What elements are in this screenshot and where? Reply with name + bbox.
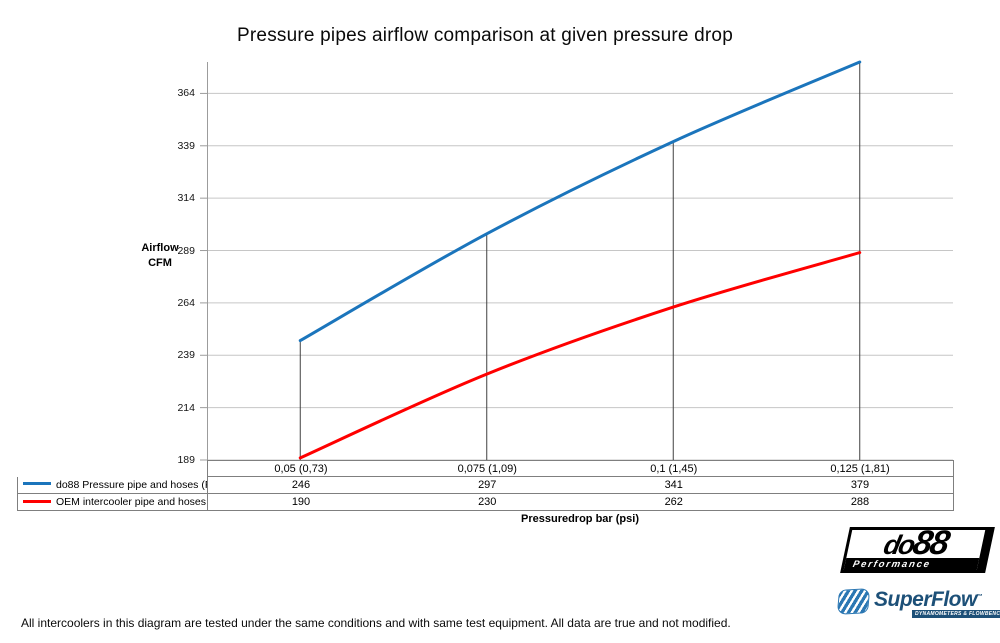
table-value-cell: 230 (394, 493, 581, 511)
y-axis-tick-label: 214 (177, 401, 195, 414)
y-axis-title-line2: CFM (148, 257, 172, 269)
table-value-cell: 297 (394, 476, 581, 494)
do88-logo-88: 88 (909, 524, 952, 562)
legend-series-label: OEM intercooler pipe and hoses (56, 496, 206, 508)
do88-logo-text: do 88 (846, 524, 985, 562)
y-axis-title-line1: Airflow (141, 242, 179, 254)
do88-performance-bar: Performance (843, 557, 980, 571)
table-corner-cell (17, 460, 208, 477)
legend-cell: OEM intercooler pipe and hoses (17, 493, 208, 511)
y-axis-tick-label: 289 (177, 244, 195, 257)
data-table: 0,05 (0,73) 0,075 (1,09) 0,1 (1,45) 0,125 (… (17, 460, 954, 511)
y-axis-tick-label: 264 (177, 296, 195, 309)
series-line (298, 60, 862, 343)
table-value-cell: 190 (207, 493, 394, 511)
y-axis-tick-label: 339 (177, 139, 195, 152)
legend-series-label: do88 Pressure pipe and hoses (PP-03) (56, 478, 207, 491)
do88-logo-do: do (880, 530, 917, 561)
legend-line-marker (23, 499, 51, 503)
do88-logo: do 88 Performance (840, 524, 995, 573)
table-value-cell: 246 (207, 476, 394, 494)
table-value-cell: 341 (580, 476, 767, 494)
legend-cell: do88 Pressure pipe and hoses (PP-03) (17, 476, 208, 494)
superflow-logo-text: SuperFlow™ (874, 587, 1000, 610)
chart-title: Pressure pipes airflow comparison at giv… (237, 25, 733, 46)
superflow-logo-right: SuperFlow™ DYNAMOMETERS & FLOWBENCHES (874, 587, 1000, 618)
series-line (298, 251, 862, 460)
y-axis-title: Airflow CFM (130, 241, 190, 271)
superflow-logo: SuperFlow™ DYNAMOMETERS & FLOWBENCHES (836, 587, 1000, 618)
table-category-cell: 0,125 (1,81) (767, 460, 954, 477)
legend-line-marker (23, 482, 51, 486)
table-category-cell: 0,075 (1,09) (394, 460, 581, 477)
superflow-wordmark: SuperFlow (874, 588, 977, 611)
superflow-tagline: DYNAMOMETERS & FLOWBENCHES (912, 610, 1000, 618)
table-value-cell: 288 (767, 493, 954, 511)
superflow-trademark: ™ (976, 594, 983, 600)
footnote: All intercoolers in this diagram are tes… (21, 616, 731, 630)
y-axis-tick-label: 364 (177, 87, 195, 100)
table-category-cell: 0,1 (1,45) (580, 460, 767, 477)
y-axis-tick-label: 239 (177, 349, 195, 362)
table-value-cell: 262 (580, 493, 767, 511)
table-value-cell: 379 (767, 476, 954, 494)
superflow-wave-icon (836, 588, 871, 615)
y-axis-tick-label: 314 (177, 192, 195, 205)
table-category-cell: 0,05 (0,73) (207, 460, 394, 477)
x-axis-title: Pressuredrop bar (psi) (521, 513, 639, 525)
